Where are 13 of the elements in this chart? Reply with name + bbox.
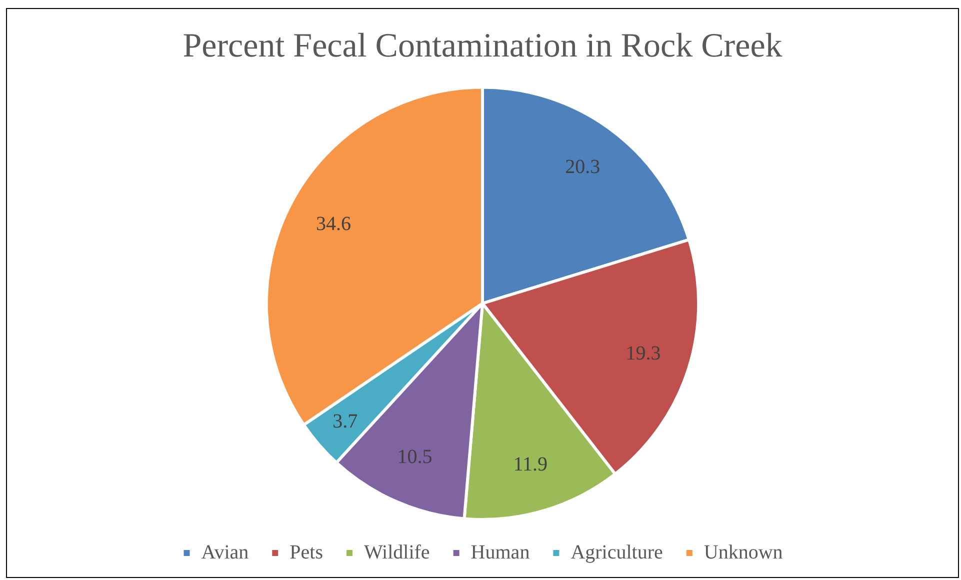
data-label: 10.5 <box>397 446 432 468</box>
data-label: 34.6 <box>316 212 352 235</box>
data-label: 11.9 <box>513 453 548 476</box>
legend-label: Avian <box>201 541 249 564</box>
data-label: 20.3 <box>565 156 600 178</box>
legend-label: Human <box>470 541 530 564</box>
legend-label: Wildlife <box>364 541 430 564</box>
legend-label: Pets <box>290 541 324 564</box>
data-label: 19.3 <box>626 342 661 364</box>
chart-title: Percent Fecal Contamination in Rock Creek <box>182 27 782 64</box>
legend-label: Unknown <box>704 541 783 564</box>
data-label: 3.7 <box>332 410 358 432</box>
legend-label: Agriculture <box>570 541 663 564</box>
